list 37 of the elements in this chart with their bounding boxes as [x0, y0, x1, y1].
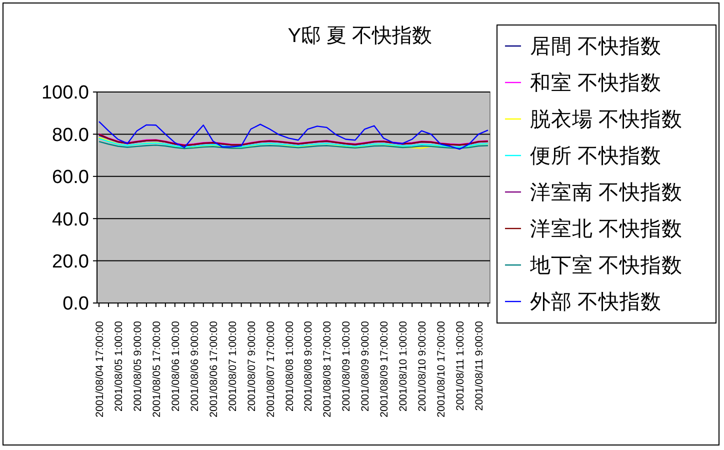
legend-label: 便所 不快指数 [530, 144, 662, 168]
legend-label: 和室 不快指数 [530, 72, 662, 95]
x-tick-label: 2001/08/07 9:00:00 [246, 320, 258, 412]
chart-title: Y邸 夏 不快指数 [288, 25, 432, 47]
x-tick-label: 2001/08/09 9:00:00 [360, 320, 372, 412]
x-tick-label: 2001/08/05 9:00:00 [132, 320, 144, 412]
x-tick-label: 2001/08/10 17:00:00 [436, 320, 448, 418]
x-tick-label: 2001/08/10 1:00:00 [398, 320, 410, 412]
line-series [98, 140, 489, 150]
x-tick-label: 2001/08/06 9:00:00 [188, 320, 201, 412]
y-tick-label: 100.0 [41, 82, 89, 104]
y-tick-label: 60.0 [52, 167, 89, 188]
legend-label: 脱衣場 不快指数 [530, 108, 683, 132]
legend-label: 外部 不快指数 [530, 290, 662, 314]
x-tick-label: 2001/08/08 9:00:00 [302, 320, 315, 412]
x-tick-label: 2001/08/11 9:00:00 [474, 320, 486, 411]
legend-label: 洋室北 不快指数 [530, 218, 683, 241]
x-tick-label: 2001/08/04 17:00:00 [94, 320, 106, 418]
x-tick-label: 2001/08/06 17:00:00 [208, 320, 220, 418]
x-tick-label: 2001/08/08 1:00:00 [284, 320, 296, 412]
x-tick-label: 2001/08/05 17:00:00 [150, 320, 163, 418]
x-tick-label: 2001/08/07 17:00:00 [264, 320, 277, 418]
x-tick-label: 2001/08/09 17:00:00 [378, 320, 391, 418]
x-tick-label: 2001/08/07 1:00:00 [226, 320, 239, 412]
legend-label: 洋室南 不快指数 [530, 181, 683, 204]
y-tick-label: 0.0 [62, 294, 89, 315]
y-tick-label: 40.0 [52, 209, 89, 230]
x-tick-label: 2001/08/06 1:00:00 [170, 320, 182, 412]
legend-label: 地下室 不快指数 [529, 254, 683, 278]
x-tick-label: 2001/08/08 17:00:00 [322, 320, 334, 418]
legend-label: 居間 不快指数 [530, 35, 662, 58]
y-tick-label: 80.0 [52, 124, 89, 146]
x-tick-label: 2001/08/10 9:00:00 [416, 320, 429, 412]
x-tick-label: 2001/08/09 1:00:00 [340, 320, 353, 412]
y-tick-label: 20.0 [52, 251, 89, 272]
x-tick-label: 2001/08/05 1:00:00 [112, 320, 125, 412]
x-tick-label: 2001/08/11 1:00:00 [454, 320, 467, 411]
